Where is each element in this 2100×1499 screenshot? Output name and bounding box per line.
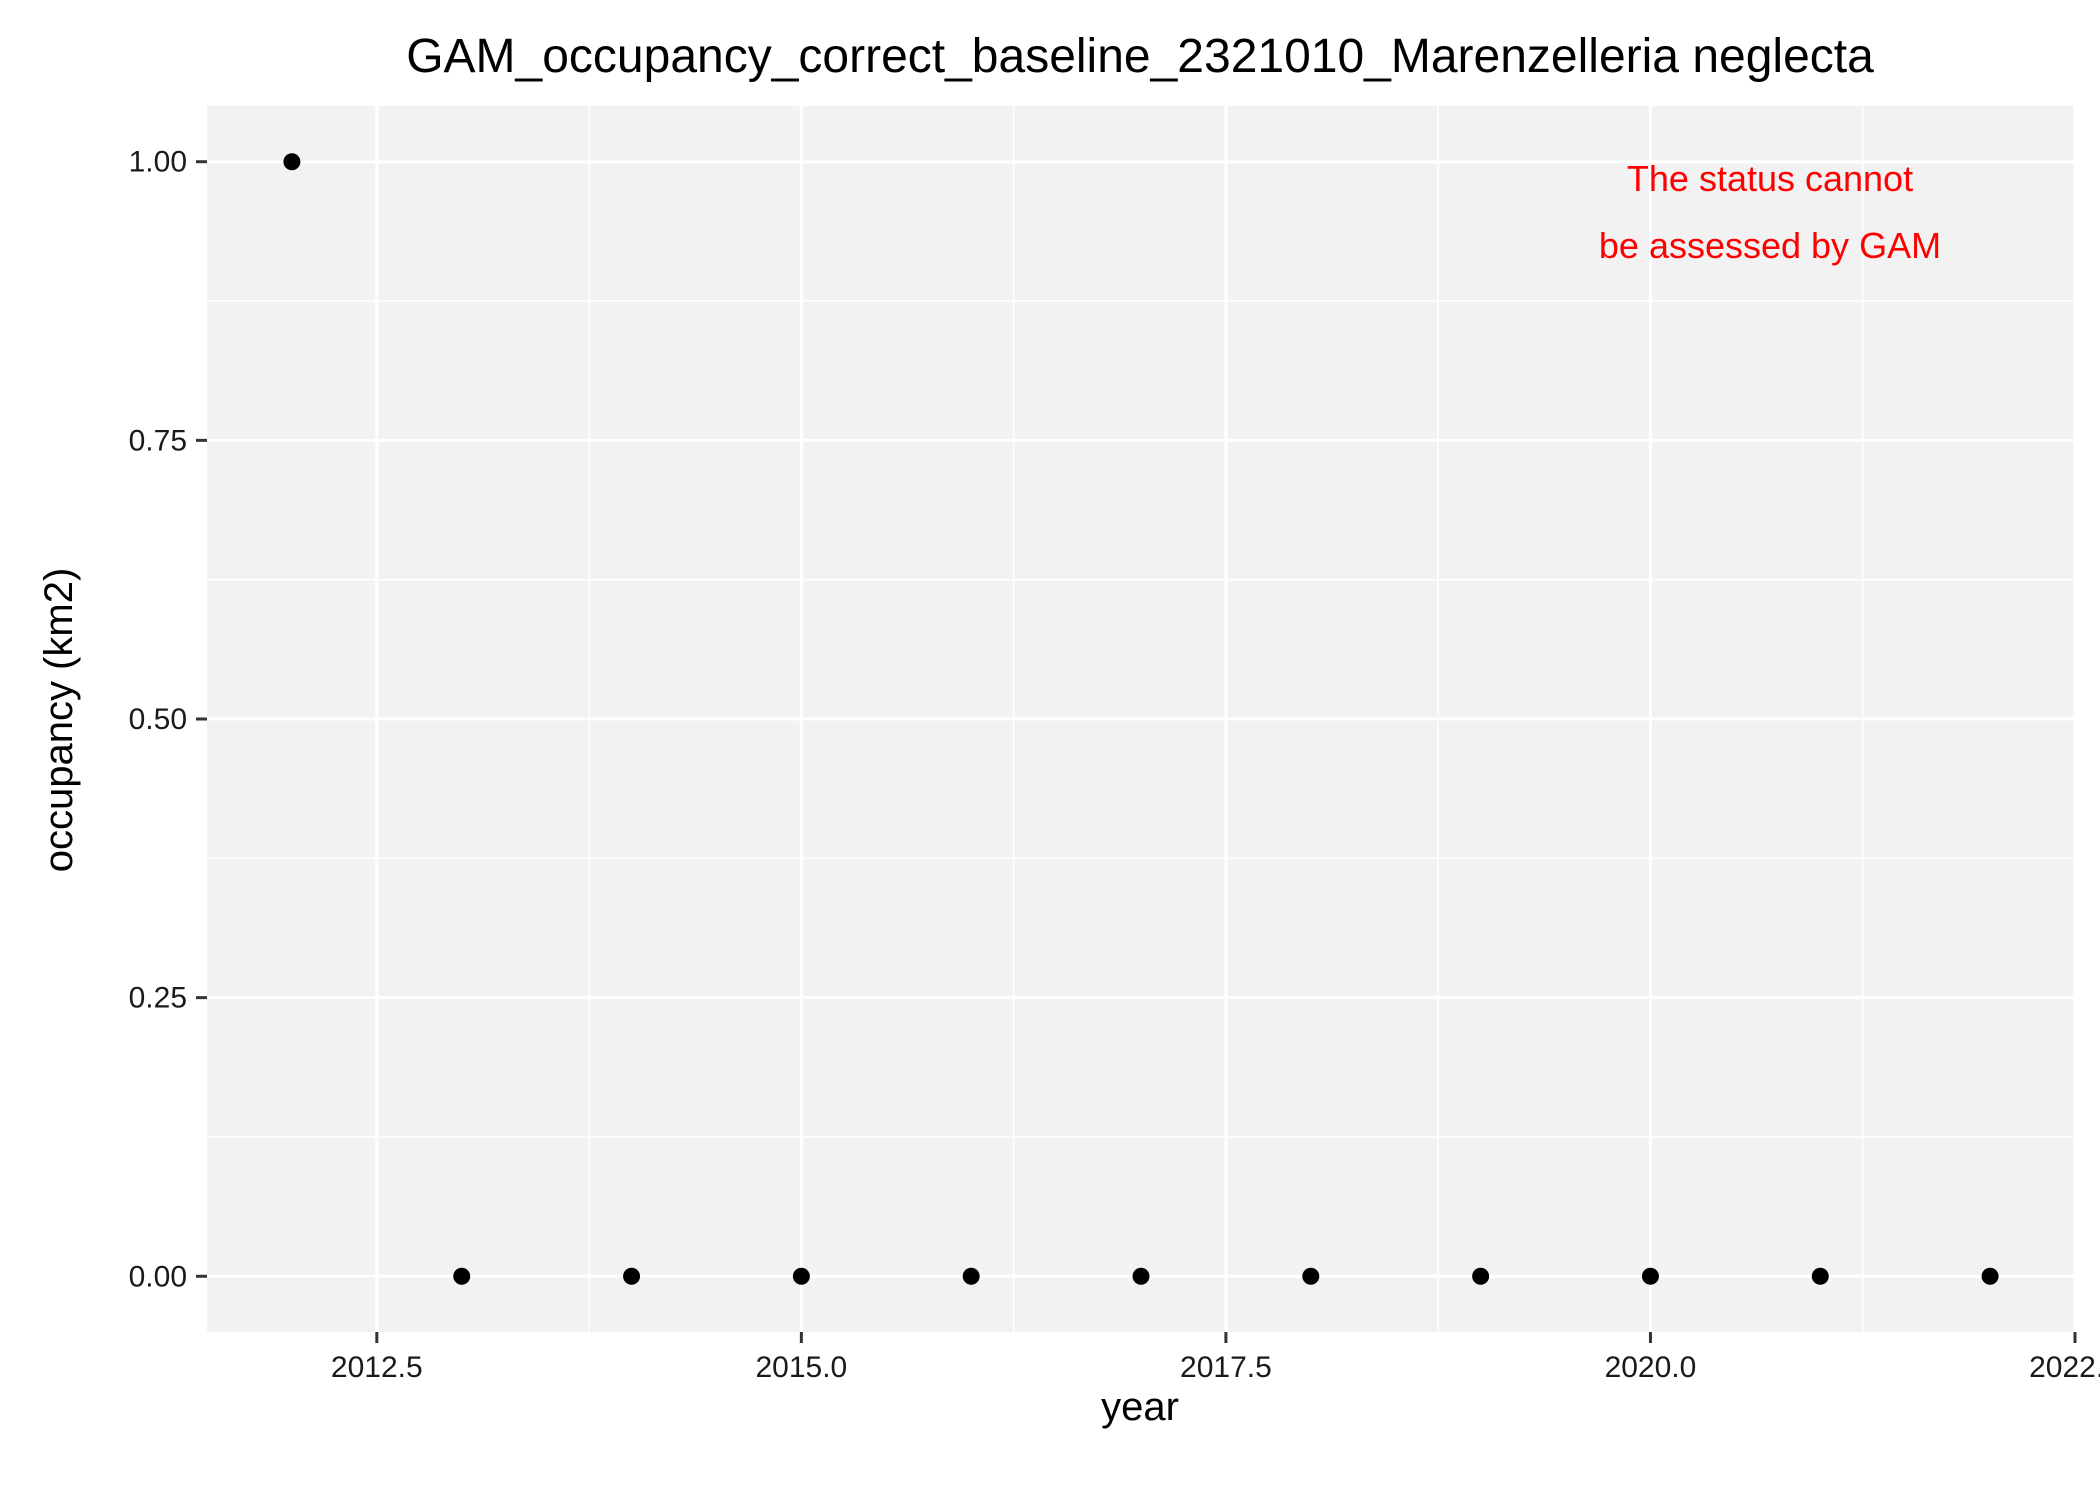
x-tick-label: 2022.5: [2029, 1351, 2100, 1384]
x-tick-label: 2020.0: [1605, 1351, 1697, 1384]
y-axis: 0.00 0.25 0.50 0.75 1.00: [129, 146, 207, 1293]
x-axis: 2012.5 2015.0 2017.5 2020.0 2022.5: [331, 1332, 2100, 1384]
data-point: [283, 153, 301, 171]
x-tick-label: 2015.0: [755, 1351, 847, 1384]
y-tick-label: 1.00: [129, 146, 187, 179]
y-tick-label: 0.25: [129, 982, 187, 1015]
y-tick-label: 0.75: [129, 424, 187, 457]
x-tick-label: 2017.5: [1180, 1351, 1272, 1384]
data-points: [283, 153, 1999, 1285]
data-point: [1641, 1267, 1659, 1285]
data-point: [1981, 1267, 1999, 1285]
data-point: [792, 1267, 810, 1285]
chart-title: GAM_occupancy_correct_baseline_2321010_M…: [406, 30, 1874, 83]
annotation-line-1: The status cannot: [1627, 158, 1913, 199]
data-point: [1811, 1267, 1829, 1285]
x-tick-label: 2012.5: [331, 1351, 423, 1384]
data-point: [1472, 1267, 1490, 1285]
x-axis-title: year: [1101, 1385, 1179, 1429]
annotation-line-2: be assessed by GAM: [1599, 225, 1941, 266]
data-point: [1132, 1267, 1150, 1285]
data-point: [962, 1267, 980, 1285]
annotation: The status cannot be assessed by GAM: [1599, 158, 1941, 266]
y-tick-label: 0.00: [129, 1260, 187, 1293]
y-axis-title: occupancy (km2): [37, 568, 81, 873]
data-point: [453, 1267, 471, 1285]
data-point: [1302, 1267, 1320, 1285]
data-point: [623, 1267, 641, 1285]
y-tick-label: 0.50: [129, 703, 187, 736]
